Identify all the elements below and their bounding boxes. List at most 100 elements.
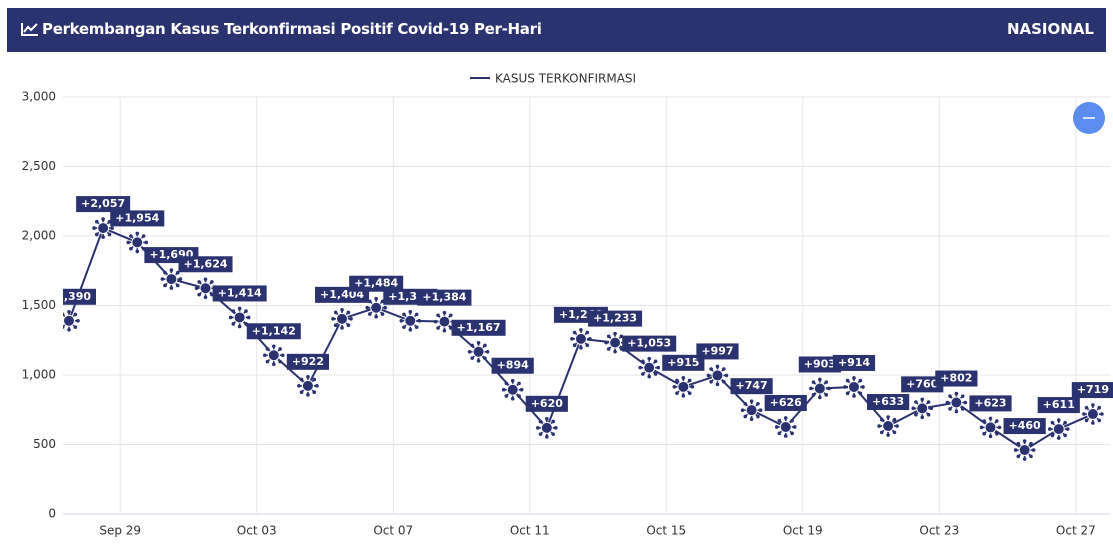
virus-knob: [1016, 454, 1021, 459]
virus-knob: [374, 296, 378, 301]
virus-knob: [954, 391, 959, 396]
data-label-bg: [451, 319, 506, 336]
virus-knob: [656, 365, 661, 370]
virus-knob: [997, 425, 1002, 430]
virus-knob: [63, 312, 65, 317]
data-label: +1,053: [627, 337, 671, 350]
virus-marker: [297, 375, 319, 397]
virus-knob: [402, 312, 406, 317]
virus-knob: [101, 235, 105, 239]
virus-knob: [1063, 420, 1067, 425]
virus-marker: [706, 364, 729, 387]
virus-knob: [1065, 427, 1070, 431]
virus-body: [847, 380, 860, 393]
data-label: +620: [531, 397, 564, 410]
virus-knob: [501, 387, 506, 392]
virus-marker: [672, 376, 695, 398]
virus-knob: [476, 358, 481, 363]
virus-knob: [675, 378, 679, 383]
virus-knob: [228, 315, 233, 320]
virus-knob: [929, 406, 934, 411]
y-tick-label: 2,000: [22, 229, 56, 243]
virus-knob: [436, 313, 440, 318]
virus-knob: [809, 386, 813, 391]
virus-body: [813, 382, 826, 395]
virus-knob: [237, 324, 242, 329]
virus-knob: [948, 394, 952, 398]
data-label: +1,624: [184, 257, 228, 270]
virus-knob: [244, 309, 248, 313]
virus-knob: [94, 232, 99, 237]
virus-knob: [858, 378, 863, 383]
virus-knob: [879, 417, 884, 422]
virus-knob: [982, 431, 986, 436]
virus-body: [882, 420, 895, 433]
virus-body: [779, 420, 792, 433]
virus-marker: [638, 356, 661, 379]
virus-knob: [504, 394, 509, 398]
virus-knob: [1091, 421, 1095, 425]
region: NASIONAL: [1006, 20, 1094, 38]
data-label: +802: [940, 372, 972, 385]
data-label: +914: [838, 356, 871, 369]
data-label-bg: [491, 357, 534, 374]
virus-body: [97, 222, 110, 235]
data-label-bg: [178, 256, 233, 273]
header-title-wrap: Perkembangan Kasus Terkonfirmasi Positif…: [21, 20, 542, 38]
virus-knob: [551, 419, 555, 424]
data-label: +626: [770, 396, 803, 409]
virus-body: [131, 236, 144, 249]
virus-knob: [1031, 448, 1036, 452]
virus-knob: [777, 431, 782, 436]
virus-knob: [538, 419, 543, 424]
data-label-bg: [798, 356, 841, 373]
virus-knob: [107, 232, 112, 237]
virus-knob: [756, 402, 760, 406]
data-label: +460: [1009, 419, 1042, 432]
virus-knob: [783, 434, 788, 438]
virus-knob: [340, 326, 344, 330]
virus-knob: [297, 384, 301, 388]
virus-knob: [368, 299, 372, 304]
virus-knob: [485, 349, 490, 354]
virus-marker: [536, 417, 558, 439]
data-label: +1,233: [593, 312, 637, 325]
virus-knob: [783, 416, 788, 420]
data-label-bg: [969, 395, 1012, 412]
data-label-bg: [622, 335, 677, 352]
virus-knob: [852, 394, 856, 398]
virus-knob: [641, 359, 645, 364]
virus-knob: [824, 380, 829, 384]
virus-marker: [228, 306, 251, 329]
virus-marker: [365, 296, 387, 319]
virus-knob: [517, 394, 521, 398]
data-label-bg: [662, 354, 705, 371]
data-label: +997: [701, 344, 733, 357]
virus-knob: [551, 432, 555, 436]
virus-knob: [886, 415, 890, 419]
virus-knob: [852, 376, 856, 380]
virus-marker: [63, 309, 80, 332]
virus-marker: [92, 217, 114, 239]
virus-knob: [402, 325, 406, 329]
virus-knob: [414, 325, 419, 329]
data-label: +1,484: [354, 277, 398, 290]
virus-knob: [995, 419, 999, 423]
virus-marker: [979, 416, 1002, 439]
y-tick-label: 1,000: [22, 368, 56, 382]
virus-knob: [538, 432, 543, 436]
data-label-bg: [246, 323, 301, 340]
virus-knob: [299, 390, 304, 395]
x-tick-label: Sep 29: [99, 524, 141, 538]
virus-knob: [606, 334, 611, 339]
x-tick-label: Oct 11: [510, 524, 550, 538]
virus-knob: [246, 315, 251, 320]
virus-body: [540, 421, 553, 434]
virus-body: [472, 345, 485, 358]
virus-knob: [1100, 412, 1104, 416]
virus-marker: [1047, 418, 1070, 440]
virus-knob: [163, 283, 167, 288]
virus-knob: [163, 270, 167, 275]
virus-knob: [641, 372, 645, 376]
virus-knob: [579, 346, 583, 350]
